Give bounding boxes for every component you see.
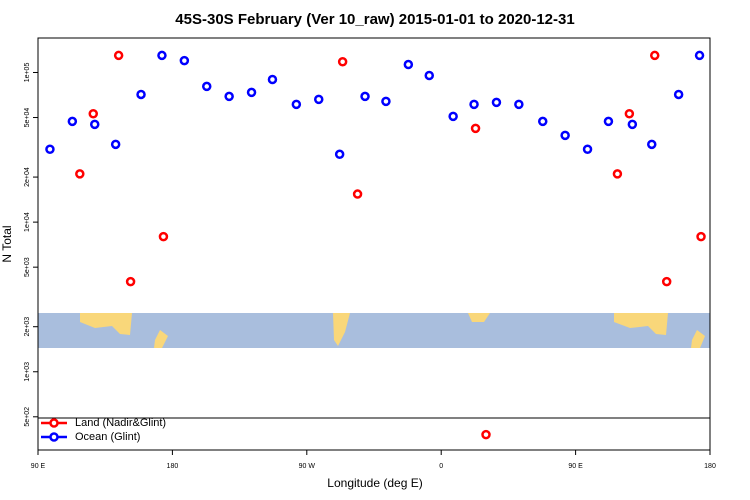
point — [514, 99, 524, 110]
point — [267, 74, 278, 85]
point — [673, 89, 684, 100]
point — [224, 91, 234, 102]
point — [491, 97, 502, 108]
land-shape — [154, 330, 168, 348]
y-tick-label: 2e+04 — [24, 167, 31, 187]
legend-label: Ocean (Glint) — [75, 431, 140, 443]
point — [647, 139, 657, 150]
point — [352, 189, 363, 199]
point — [136, 89, 146, 100]
point — [470, 123, 481, 134]
y-tick-label: 5e+02 — [24, 407, 31, 427]
x-tick-label: 180 — [167, 463, 179, 470]
point — [337, 56, 348, 67]
ocean-band — [38, 313, 710, 348]
x-tick-label: 90 E — [31, 463, 46, 470]
land-shape — [614, 313, 668, 335]
point — [624, 108, 635, 119]
point — [313, 94, 324, 105]
point — [661, 276, 672, 287]
point — [360, 91, 370, 102]
y-tick-label: 5e+03 — [24, 257, 31, 277]
point — [88, 108, 99, 119]
point — [157, 50, 167, 61]
point — [334, 149, 345, 160]
point — [403, 59, 414, 70]
y-tick-label: 2e+03 — [24, 317, 31, 337]
y-tick-label: 1e+03 — [24, 362, 31, 382]
point — [649, 50, 660, 61]
point — [291, 99, 302, 110]
point — [696, 231, 706, 242]
point — [113, 50, 124, 61]
point — [45, 144, 55, 154]
land-shape — [691, 330, 705, 348]
point — [448, 111, 458, 122]
point — [537, 116, 548, 127]
point — [424, 70, 435, 81]
y-tick-label: 5e+04 — [24, 108, 31, 128]
legend-label: Land (Nadir&Glint) — [75, 417, 166, 429]
point — [603, 116, 614, 127]
point — [694, 50, 705, 61]
point — [582, 144, 593, 154]
point — [125, 276, 136, 287]
land-shape — [333, 313, 350, 346]
legend-marker — [49, 418, 59, 428]
point — [75, 169, 85, 179]
y-axis-title: N Total — [0, 225, 14, 262]
y-tick-label: 1e+05 — [24, 63, 31, 83]
point — [201, 81, 212, 92]
point — [67, 116, 78, 127]
point — [110, 139, 121, 150]
point — [246, 87, 257, 98]
land-shape — [80, 313, 132, 335]
point — [381, 96, 391, 107]
point — [469, 99, 479, 110]
land-shape — [468, 313, 490, 322]
x-tick-label: 90 E — [568, 463, 583, 470]
legend-marker — [49, 432, 59, 442]
x-tick-label: 90 W — [299, 463, 316, 470]
point — [481, 429, 491, 440]
map-band — [38, 313, 710, 348]
point — [179, 55, 190, 66]
point — [560, 130, 570, 141]
plot-frame — [37, 37, 711, 451]
point — [627, 119, 638, 130]
x-axis-title: Longitude (deg E) — [327, 476, 422, 490]
y-tick-label: 1e+04 — [24, 212, 31, 232]
chart-title: 45S-30S February (Ver 10_raw) 2015-01-01… — [175, 11, 574, 28]
point — [89, 119, 100, 130]
x-tick-label: 0 — [439, 463, 443, 470]
point — [158, 231, 169, 242]
x-tick-label: 180 — [704, 463, 716, 470]
point — [612, 169, 623, 179]
